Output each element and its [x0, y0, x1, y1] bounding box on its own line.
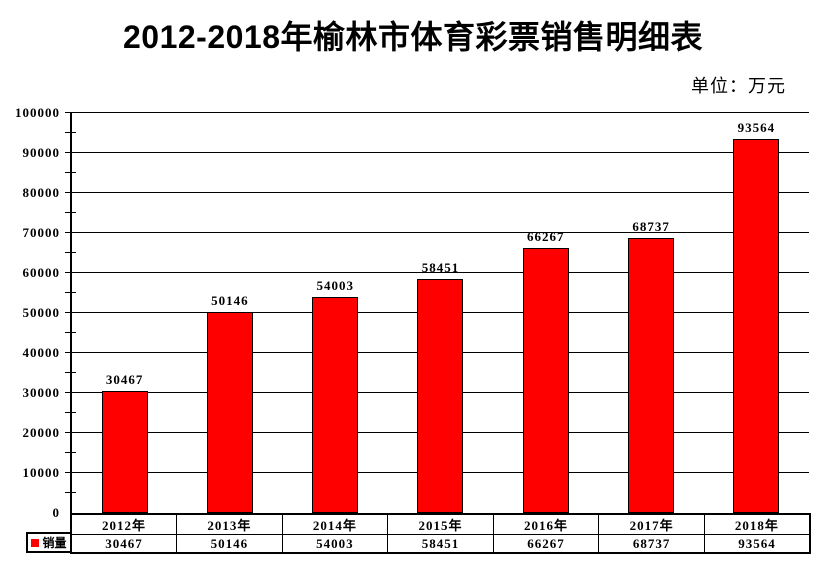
- bar-2014年: [312, 297, 359, 513]
- bar-2013年: [206, 312, 253, 513]
- y-minor-tick: [65, 212, 76, 213]
- value-cell-2017年: 68737: [598, 534, 705, 554]
- year-cell-2017年: 2017年: [598, 513, 705, 535]
- y-axis-label-0: 0: [52, 505, 60, 520]
- bar-column-2015年: 58451: [388, 113, 493, 513]
- y-axis-label-90000: 90000: [22, 145, 60, 160]
- bar-value-label-2014年: 54003: [316, 278, 354, 293]
- year-cell-2014年: 2014年: [281, 513, 389, 535]
- bar-2017年: [628, 238, 675, 513]
- y-major-tick: [65, 192, 72, 193]
- y-major-tick: [65, 352, 72, 353]
- value-cell-2013年: 50146: [176, 534, 283, 554]
- y-axis-label-40000: 40000: [22, 345, 60, 360]
- y-axis-label-80000: 80000: [22, 185, 60, 200]
- y-minor-tick: [65, 412, 76, 413]
- y-major-tick: [65, 112, 72, 113]
- y-minor-tick: [65, 172, 76, 173]
- value-cell-2018年: 93564: [703, 534, 811, 554]
- table-row-values: 30467 50146 54003 58451 66267 68737 93564: [70, 534, 811, 554]
- bar-2018年: [733, 139, 780, 513]
- y-minor-tick: [65, 372, 76, 373]
- gridline-y-100000: [72, 112, 809, 113]
- y-minor-tick: [65, 132, 76, 133]
- unit-label: 单位：万元: [691, 76, 786, 96]
- y-major-tick: [65, 312, 72, 313]
- y-major-tick: [65, 272, 72, 273]
- y-minor-tick: [65, 492, 76, 493]
- bar-2012年: [101, 391, 148, 513]
- year-cell-2018年: 2018年: [703, 513, 811, 535]
- data-table: 2012年 2013年 2014年 2015年 2016年 2017年 2018年 3046…: [70, 513, 811, 554]
- value-cell-2012年: 30467: [70, 534, 178, 554]
- bar-value-label-2015年: 58451: [421, 260, 460, 275]
- bar-column-2018年: 93564: [704, 113, 809, 513]
- bar-value-label-2016年: 66267: [527, 229, 565, 244]
- y-minor-tick: [65, 252, 76, 253]
- chart-title: 2012-2018年榆林市体育彩票销售明细表: [122, 19, 704, 55]
- bar-value-label-2017年: 68737: [632, 219, 670, 234]
- y-axis-label-50000: 50000: [22, 305, 60, 320]
- year-cell-2012年: 2012年: [70, 513, 178, 535]
- y-minor-tick: [65, 452, 76, 453]
- y-major-tick: [65, 392, 72, 393]
- table-row-years: 2012年 2013年 2014年 2015年 2016年 2017年 2018年: [70, 513, 811, 535]
- y-axis-label-30000: 30000: [22, 385, 60, 400]
- bar-value-label-2013年: 50146: [211, 293, 249, 308]
- value-cell-2015年: 58451: [387, 534, 494, 554]
- y-minor-tick: [65, 332, 76, 333]
- y-axis: 0 10000 20000 30000 40000 50000 60000 70000 8000…: [0, 105, 62, 520]
- bar-column-2012年: 30467: [72, 113, 177, 513]
- bar-column-2014年: 54003: [283, 113, 388, 513]
- bar-column-2016年: 66267: [493, 113, 598, 513]
- plot-area: 30467 50146 54003 58451 66267 68737 93564: [65, 112, 809, 513]
- gridline-y-70000: [72, 232, 809, 233]
- y-major-tick: [65, 432, 72, 433]
- bar-value-label-2012年: 30467: [105, 372, 144, 387]
- year-cell-2013年: 2013年: [176, 513, 283, 535]
- y-major-tick: [65, 472, 72, 473]
- legend-swatch-icon: [31, 538, 40, 547]
- gridline-y-80000: [72, 192, 809, 193]
- y-minor-tick: [65, 292, 76, 293]
- y-major-tick: [65, 152, 72, 153]
- gridline-y-90000: [72, 152, 809, 153]
- value-cell-2014年: 54003: [281, 534, 389, 554]
- bar-column-2013年: 50146: [177, 113, 282, 513]
- y-axis-label-70000: 70000: [22, 225, 60, 240]
- year-cell-2015年: 2015年: [387, 513, 494, 535]
- value-cell-2016年: 66267: [492, 534, 600, 554]
- gridline-y-60000: [72, 272, 809, 273]
- bar-2015年: [417, 279, 464, 513]
- legend: 销量: [26, 532, 72, 553]
- y-axis-label-10000: 10000: [22, 465, 60, 480]
- y-axis-label-60000: 60000: [22, 265, 60, 280]
- bar-2016年: [522, 248, 569, 513]
- legend-label: 销量: [42, 536, 67, 550]
- bar-value-label-2018年: 93564: [737, 120, 776, 135]
- y-axis-label-100000: 100000: [15, 105, 60, 120]
- year-cell-2016年: 2016年: [492, 513, 600, 535]
- y-axis-label-20000: 20000: [22, 425, 60, 440]
- bar-column-2017年: 68737: [598, 113, 703, 513]
- y-major-tick: [65, 232, 72, 233]
